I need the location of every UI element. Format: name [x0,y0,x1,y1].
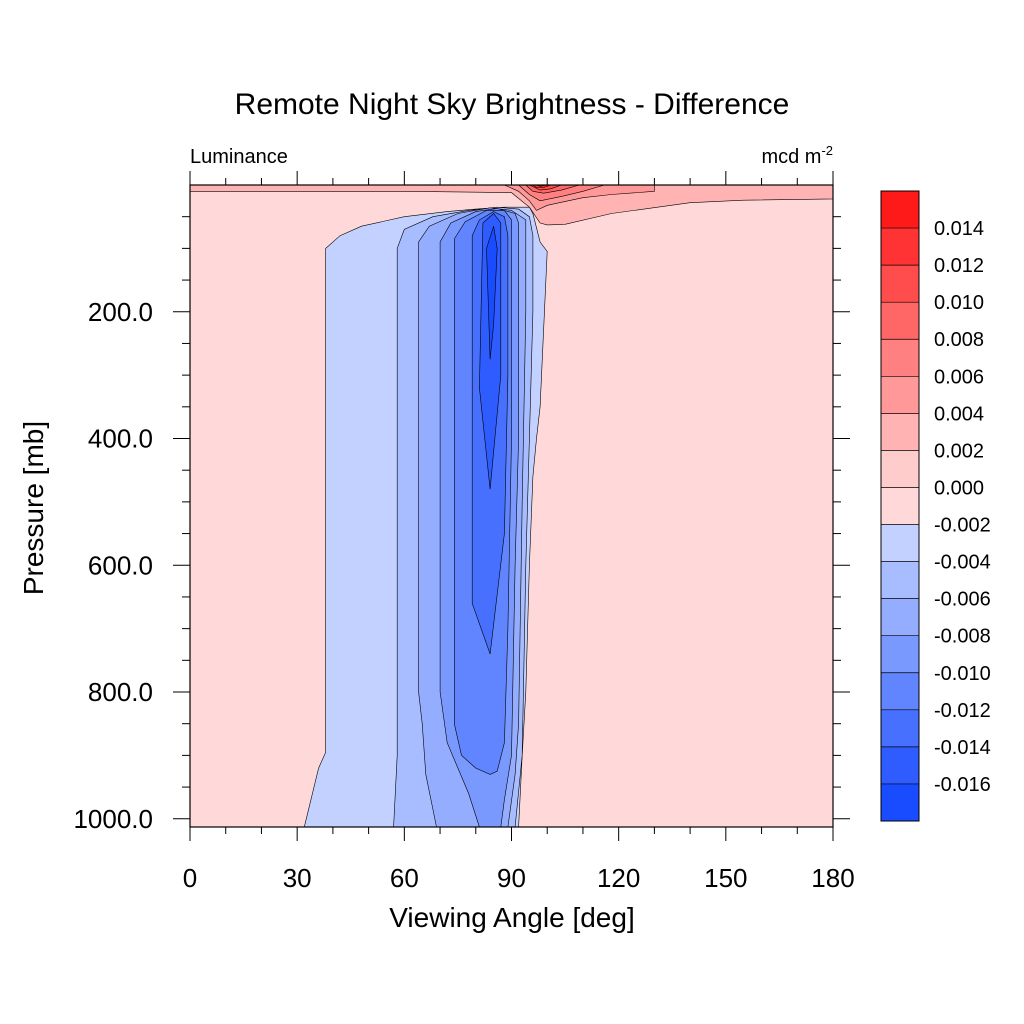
colorbar-label: -0.016 [934,774,991,796]
colorbar-label: 0.010 [934,292,984,314]
x-tick-label: 90 [497,863,526,893]
contour-region-neg0p016 [486,226,498,360]
colorbar-frame [880,190,920,822]
chart-title: Remote Night Sky Brightness - Difference [235,88,790,121]
colorbar-swatch [881,450,919,488]
units-base: mcd m [761,146,821,168]
colorbar-swatch [881,376,919,414]
colorbar-swatch [881,413,919,451]
colorbar-swatch [881,746,919,784]
y-tick-label: 600.0 [88,550,153,580]
colorbar-label: 0.008 [934,329,984,351]
x-tick-label: 0 [183,863,197,893]
colorbar-label: 0.006 [934,366,984,388]
left-annotation-label: Luminance [190,146,288,168]
colorbar-label: 0.002 [934,440,984,462]
colorbar-swatch [881,561,919,599]
colorbar-swatch [881,783,919,821]
colorbar-label: -0.012 [934,700,991,722]
x-tick-label: 30 [283,863,312,893]
axes: 0 30 60 90 120 150 180 200.0 400.0 600.0 800.0 1000… [73,171,855,893]
colorbar-swatch [881,265,919,303]
colorbar-label: -0.006 [934,589,991,611]
units-superscript: -2 [821,143,833,158]
colorbar-swatch [881,228,919,266]
colorbar-label: 0.014 [934,218,984,240]
contour-region-0p000 [189,184,834,226]
colorbar-label: -0.014 [934,737,991,759]
plot-area [189,184,834,828]
colorbar-label: -0.008 [934,626,991,648]
x-axis-label: Viewing Angle [deg] [389,902,634,933]
colorbar-swatch [881,191,919,229]
colorbar: 0.014 0.012 0.010 0.008 0.006 0.004 0.002 0.000… [880,190,991,822]
colorbar-swatch [881,487,919,525]
y-axis-label: Pressure [mb] [18,421,49,595]
colorbar-label: 0.012 [934,255,984,277]
units-label: mcd m-2 [761,143,833,168]
colorbar-swatch [881,524,919,562]
colorbar-label: 0.004 [934,403,984,425]
y-tick-label: 1000.0 [73,804,153,834]
x-tick-label: 150 [704,863,747,893]
colorbar-label: 0.000 [934,477,984,499]
colorbar-swatch [881,339,919,377]
colorbar-swatch [881,598,919,636]
y-tick-label: 400.0 [88,424,153,454]
colorbar-swatch [881,635,919,673]
colorbar-swatch [881,709,919,747]
colorbar-label: -0.002 [934,515,991,537]
x-tick-label: 180 [811,863,854,893]
colorbar-label: -0.010 [934,663,991,685]
colorbar-label: -0.004 [934,552,991,574]
colorbar-swatch [881,302,919,340]
x-tick-label: 120 [597,863,640,893]
y-tick-label: 200.0 [88,297,153,327]
colorbar-swatch [881,672,919,710]
x-tick-label: 60 [390,863,419,893]
y-tick-label: 800.0 [88,677,153,707]
